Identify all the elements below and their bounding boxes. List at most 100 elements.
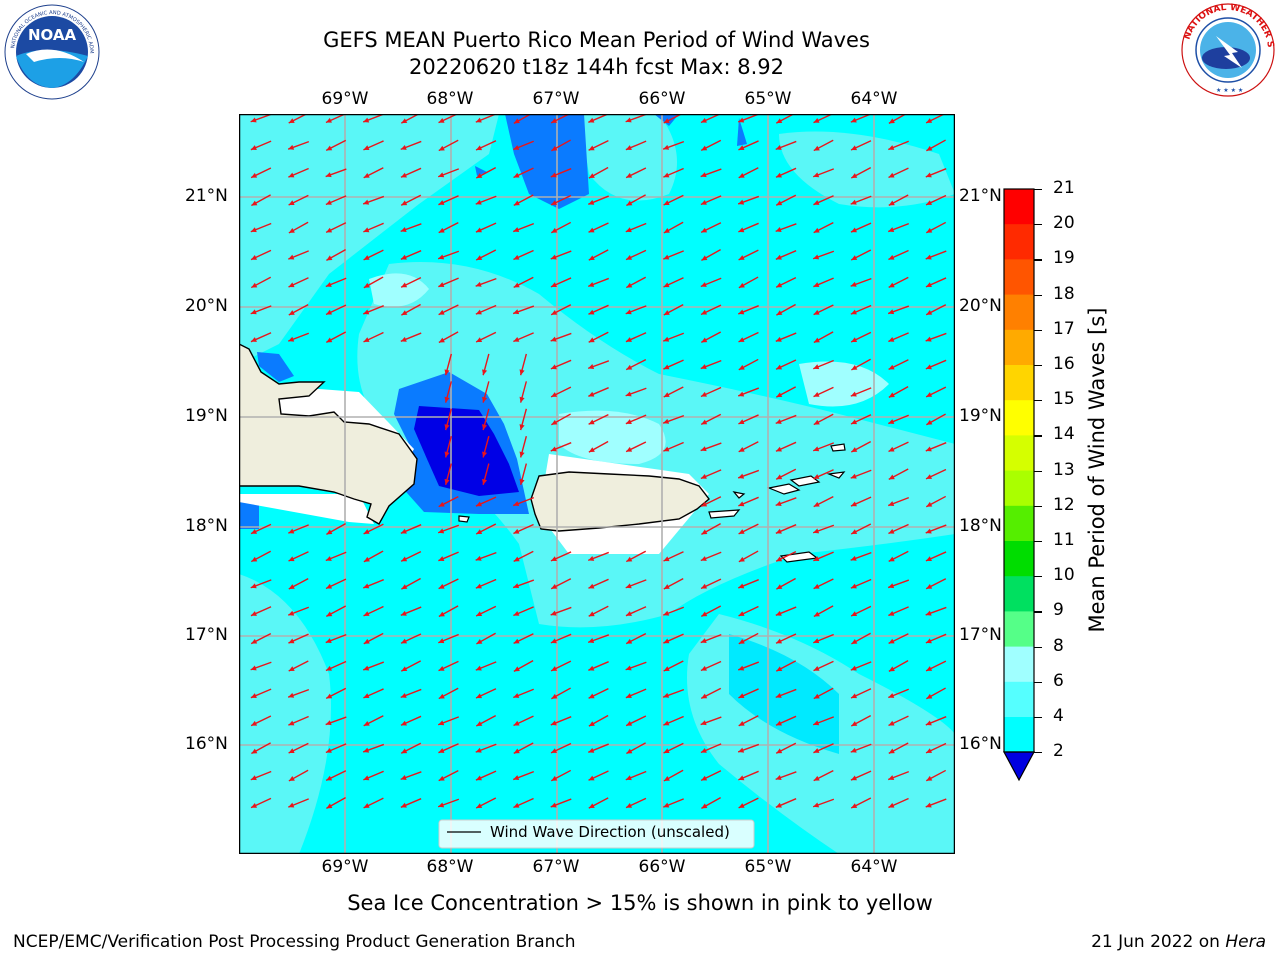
wave-direction-arrowhead — [588, 364, 595, 369]
lat-label-right: 16°N — [959, 734, 1002, 754]
wave-direction-arrowhead — [850, 117, 857, 123]
chart-title: GEFS MEAN Puerto Rico Mean Period of Win… — [323, 28, 870, 52]
wave-direction-arrowhead — [850, 775, 857, 781]
wave-direction-arrowhead — [288, 200, 295, 206]
wave-direction-arrowhead — [326, 583, 333, 589]
wave-direction-arrowhead — [926, 118, 933, 123]
wave-direction-arrowhead — [250, 145, 257, 150]
wave-direction-arrowhead — [701, 693, 708, 699]
wave-direction-arrowhead — [813, 666, 820, 671]
wave-direction-arrowhead — [588, 309, 595, 315]
wave-direction-arrowhead — [251, 720, 258, 726]
lat-label-left: 16°N — [185, 734, 228, 754]
wave-direction-arrowhead — [401, 666, 408, 672]
wave-direction-arrowhead — [288, 144, 295, 150]
wave-direction-arrowhead — [325, 720, 332, 726]
lon-label-bottom: 67°W — [532, 857, 580, 877]
wave-direction-arrowhead — [250, 693, 257, 698]
wave-direction-arrowhead — [663, 310, 670, 315]
wave-direction-arrowhead — [851, 255, 858, 260]
wave-direction-arrowhead — [700, 199, 707, 205]
wave-direction-arrowhead — [475, 227, 482, 233]
lon-label-top: 69°W — [321, 89, 369, 109]
wave-direction-arrowhead — [250, 337, 257, 342]
wave-direction-arrowhead — [475, 583, 482, 589]
wave-direction-arrowhead — [513, 501, 520, 507]
wave-direction-arrowhead — [775, 172, 782, 178]
wave-direction-arrowhead — [288, 776, 295, 781]
wave-direction-arrowhead — [625, 337, 632, 342]
wave-direction-arrowhead — [400, 144, 407, 150]
wave-direction-arrowhead — [250, 117, 257, 123]
wave-direction-arrowhead — [701, 529, 708, 535]
wave-direction-arrowhead — [888, 172, 895, 178]
wave-direction-arrowhead — [401, 310, 408, 316]
wave-direction-arrowhead — [700, 747, 707, 753]
wave-direction-arrowhead — [438, 282, 445, 287]
wave-direction-arrowhead — [326, 803, 333, 809]
wave-direction-arrowhead — [775, 418, 782, 424]
wave-direction-arrowhead — [626, 748, 633, 754]
lon-label-bottom: 68°W — [426, 857, 474, 877]
wave-direction-arrowhead — [400, 336, 407, 342]
lat-label-right: 20°N — [959, 296, 1002, 316]
wave-direction-arrowhead — [888, 364, 895, 370]
wave-direction-arrowhead — [776, 392, 783, 398]
wave-direction-arrowhead — [813, 227, 820, 233]
wave-direction-arrowhead — [776, 282, 783, 288]
wave-direction-arrowhead — [851, 529, 858, 534]
wave-direction-arrowhead — [701, 803, 708, 809]
wave-direction-arrowhead — [482, 369, 488, 376]
wave-direction-arrowhead — [476, 173, 483, 178]
wave-direction-arrowhead — [513, 172, 520, 178]
wave-direction-arrowhead — [925, 364, 932, 370]
wave-direction-arrowhead — [888, 474, 895, 480]
wave-direction-arrowhead — [813, 392, 820, 397]
wave-direction-arrowhead — [888, 309, 895, 315]
wave-direction-arrowhead — [626, 282, 633, 288]
wave-direction-arrowhead — [250, 227, 257, 233]
wave-direction-arrowhead — [325, 665, 332, 671]
wave-direction-arrowhead — [625, 775, 632, 781]
wave-direction-arrowhead — [288, 556, 295, 562]
wave-direction-arrowhead — [738, 611, 745, 616]
wave-direction-arrowhead — [588, 173, 595, 179]
wave-direction-arrowhead — [588, 775, 595, 781]
footer-branch: NCEP/EMC/Verification Post Processing Pr… — [13, 932, 576, 952]
colorbar-tick-label: 18 — [1053, 283, 1075, 304]
colorbar-tick-mark — [1034, 646, 1042, 648]
wave-direction-arrowhead — [326, 309, 333, 315]
wave-direction-arrowhead — [363, 556, 370, 562]
wave-direction-arrowhead — [738, 309, 745, 315]
puerto-rico-land — [530, 471, 710, 532]
wave-direction-arrowhead — [444, 369, 450, 376]
wave-direction-arrowhead — [476, 721, 483, 726]
wave-direction-arrowhead — [626, 803, 633, 808]
wave-direction-arrowhead — [625, 583, 632, 589]
wave-direction-arrowhead — [401, 584, 408, 590]
wave-direction-arrowhead — [625, 391, 632, 397]
wave-direction-arrowhead — [663, 364, 670, 370]
wave-direction-arrowhead — [888, 254, 895, 260]
wave-direction-arrowhead — [438, 666, 445, 671]
wave-direction-arrowhead — [475, 501, 482, 507]
wave-direction-arrowhead — [925, 802, 932, 808]
wave-direction-arrowhead — [775, 336, 782, 342]
wave-direction-arrowhead — [476, 693, 483, 699]
wave-direction-arrowhead — [519, 369, 525, 376]
wave-direction-arrowhead — [475, 309, 482, 315]
wave-direction-arrowhead — [738, 419, 745, 425]
wave-direction-arrowhead — [700, 282, 707, 287]
wave-direction-arrowhead — [551, 693, 558, 699]
wave-direction-arrowhead — [250, 309, 257, 315]
wave-direction-arrowhead — [626, 255, 633, 260]
wave-direction-arrowhead — [700, 556, 707, 561]
colorbar-band — [1004, 470, 1034, 507]
wave-direction-arrowhead — [925, 282, 932, 288]
wave-direction-arrowhead — [288, 610, 295, 616]
colorbar-tick-mark — [1034, 576, 1042, 578]
wave-direction-arrowhead — [701, 583, 708, 589]
wave-direction-arrowhead — [738, 583, 745, 589]
wave-direction-arrowhead — [813, 118, 820, 123]
wave-direction-arrowhead — [738, 364, 745, 370]
